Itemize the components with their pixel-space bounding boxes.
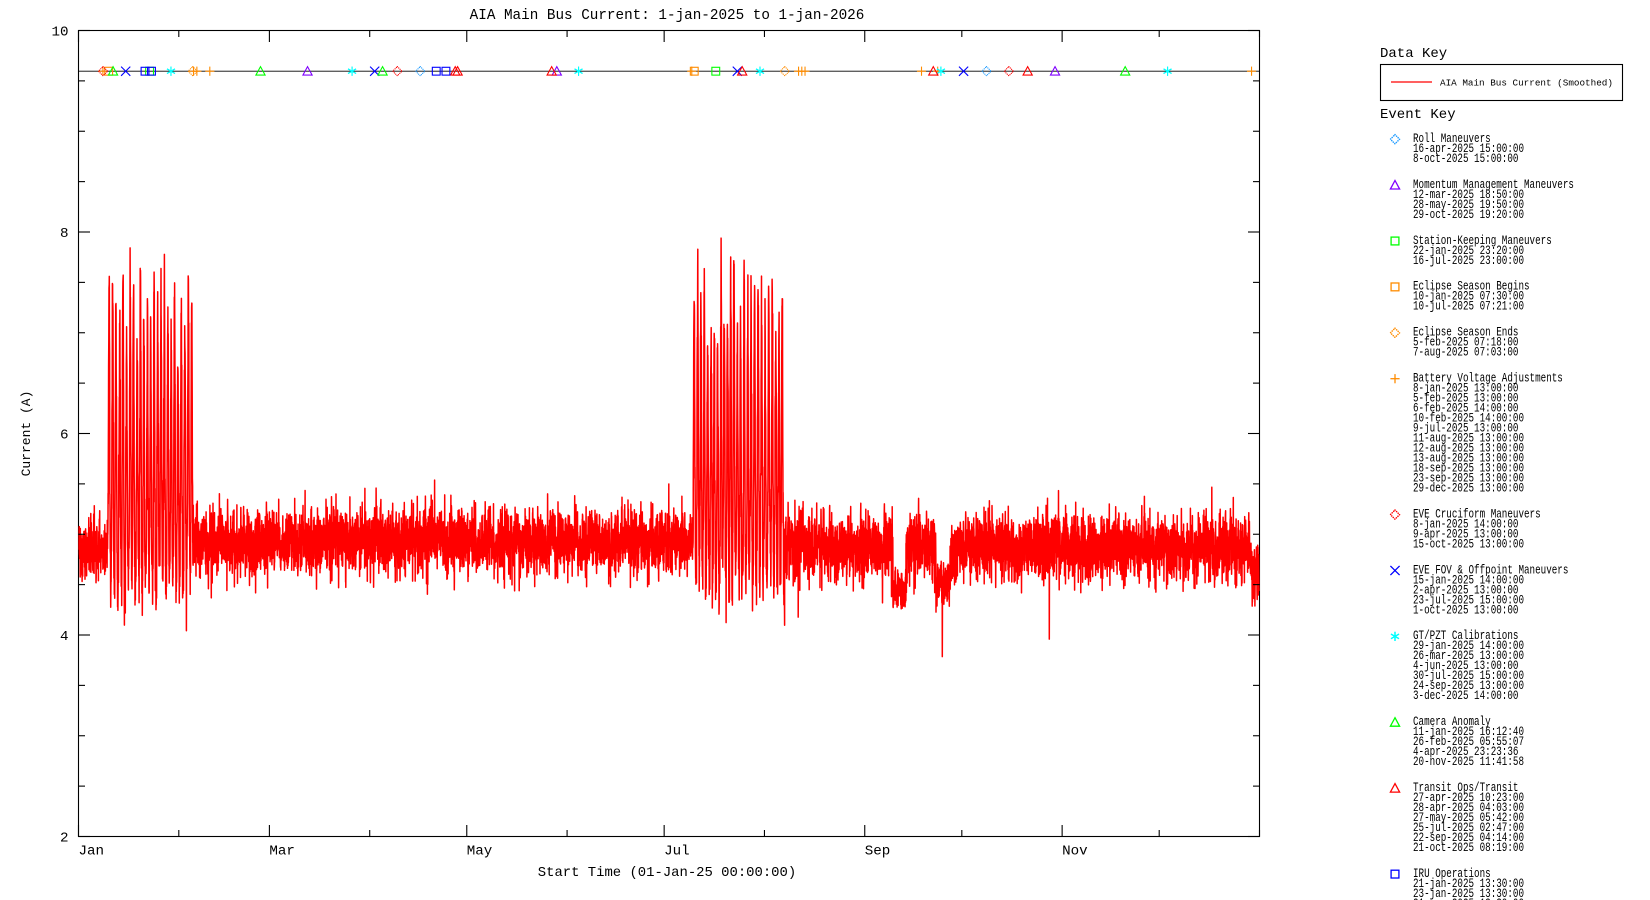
svg-text:1-oct-2025 13:00:00: 1-oct-2025 13:00:00: [1413, 602, 1518, 617]
svg-text:21-oct-2025 08:19:00: 21-oct-2025 08:19:00: [1413, 840, 1524, 855]
svg-text:Event Key: Event Key: [1380, 107, 1456, 123]
svg-text:6: 6: [60, 428, 69, 444]
svg-text:10-jul-2025 07:21:00: 10-jul-2025 07:21:00: [1413, 299, 1524, 314]
svg-text:AIA Main Bus Current: 1-jan-20: AIA Main Bus Current: 1-jan-2025 to 1-ja…: [470, 8, 865, 24]
svg-text:3-dec-2025 14:00:00: 3-dec-2025 14:00:00: [1413, 688, 1518, 703]
svg-text:Nov: Nov: [1062, 844, 1088, 860]
svg-text:Start Time (01-Jan-25 00:00:00: Start Time (01-Jan-25 00:00:00): [538, 865, 796, 881]
svg-text:2: 2: [60, 831, 69, 847]
svg-text:15-oct-2025 13:00:00: 15-oct-2025 13:00:00: [1413, 536, 1524, 551]
svg-text:8-oct-2025 15:00:00: 8-oct-2025 15:00:00: [1413, 151, 1518, 166]
svg-text:29-oct-2025 19:20:00: 29-oct-2025 19:20:00: [1413, 207, 1524, 222]
svg-text:Data Key: Data Key: [1380, 46, 1447, 62]
svg-text:Jul: Jul: [664, 844, 690, 860]
svg-text:4: 4: [60, 629, 69, 645]
svg-text:29-dec-2025 13:00:00: 29-dec-2025 13:00:00: [1413, 481, 1524, 496]
svg-text:AIA Main Bus Current (Smoothed: AIA Main Bus Current (Smoothed): [1440, 78, 1613, 89]
svg-text:8: 8: [60, 226, 69, 242]
svg-text:Jan: Jan: [79, 844, 105, 860]
svg-text:7-aug-2025 07:03:00: 7-aug-2025 07:03:00: [1413, 345, 1518, 360]
svg-text:Mar: Mar: [269, 844, 295, 860]
svg-text:Sep: Sep: [865, 844, 891, 860]
svg-text:16-jul-2025 23:00:00: 16-jul-2025 23:00:00: [1413, 253, 1524, 268]
svg-text:21-apr-2025 13:30:00: 21-apr-2025 13:30:00: [1413, 896, 1524, 900]
svg-text:May: May: [467, 844, 493, 860]
svg-text:10: 10: [51, 25, 68, 41]
svg-text:20-nov-2025 11:41:58: 20-nov-2025 11:41:58: [1413, 754, 1524, 769]
svg-text:Current (A): Current (A): [19, 391, 34, 477]
